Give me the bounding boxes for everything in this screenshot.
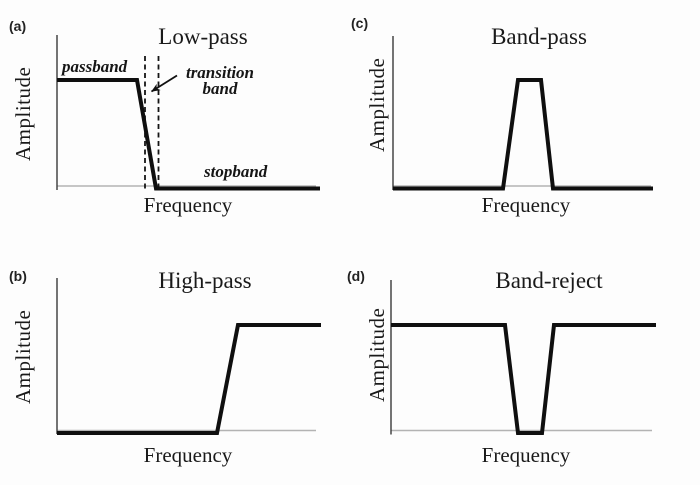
highpass-response-curve [57,323,321,435]
transition-band-annotation-line2: band [202,78,238,98]
transition-band-arrow [151,74,178,93]
frequency-axis-label-d: Frequency [481,443,571,467]
amplitude-axis-label-a: Amplitude [11,66,35,161]
panel-title-lowpass: Low-pass [158,24,248,49]
bandpass-plot [392,36,653,191]
panel-tag-c: (c) [351,15,369,31]
amplitude-axis-label-b: Amplitude [11,309,35,404]
passband-annotation: passband [62,57,128,76]
panel-title-highpass: High-pass [158,268,252,293]
frequency-axis-label-a: Frequency [143,193,233,217]
panel-tag-a: (a) [9,18,27,34]
frequency-axis-label-c: Frequency [481,193,571,217]
amplitude-axis-label-d: Amplitude [365,307,389,402]
bandreject-plot [390,280,656,435]
bandpass-response-curve [393,78,653,191]
panel-title-bandreject: Band-reject [495,268,603,293]
panel-tag-d: (d) [347,268,365,284]
stopband-annotation: stopband [204,162,268,181]
panel-tag-b: (b) [9,268,27,284]
panel-title-bandpass: Band-pass [491,24,587,49]
transition-band-annotation-line1: transition [185,63,255,82]
frequency-axis-label-b: Frequency [143,443,233,467]
transition-band-annotation: transition band [176,63,264,98]
amplitude-axis-label-c: Amplitude [365,57,389,152]
lowpass-response-curve [57,78,320,191]
lowpass-plot [56,35,320,191]
highpass-plot [56,278,321,435]
bandreject-response-curve [391,323,656,435]
